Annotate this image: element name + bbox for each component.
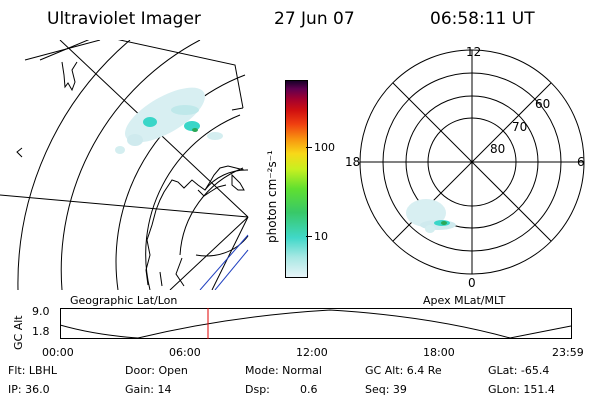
mode-status: Mode: Normal xyxy=(245,364,322,377)
colorbar-tick xyxy=(306,147,312,148)
lat-circle-4 xyxy=(60,40,201,290)
meridian-4 xyxy=(211,216,249,290)
meridian-3 xyxy=(169,216,249,290)
ip-status: IP: 36.0 xyxy=(8,383,50,396)
lat-circle-2 xyxy=(145,114,241,290)
orbit-xtick: 18:00 xyxy=(423,346,455,359)
orbit-xtick: 06:00 xyxy=(169,346,201,359)
polar-panel-label: Apex MLat/MLT xyxy=(423,294,506,307)
colorbar-tick-label: 100 xyxy=(314,141,335,154)
color-scale-bar xyxy=(285,80,308,278)
glat-status: GLat: -65.4 xyxy=(488,364,550,377)
orbit-xtick: 23:59 xyxy=(552,346,584,359)
mlat-label-70: 70 xyxy=(512,120,528,134)
gc-alt-status: GC Alt: 6.4 Re xyxy=(365,364,442,377)
door-status: Door: Open xyxy=(125,364,188,377)
orbit-ytick: 1.8 xyxy=(32,325,50,338)
instrument-title: Ultraviolet Imager xyxy=(47,9,201,29)
geo-panel-label: Geographic Lat/Lon xyxy=(70,294,178,307)
polar-plot xyxy=(359,49,585,275)
mlt-label-6: 6 xyxy=(577,155,585,169)
time-label: 06:58:11 UT xyxy=(430,9,535,29)
filter-status: Flt: LBHL xyxy=(8,364,57,377)
geographic-map xyxy=(0,40,249,290)
dsp-label: Dsp: xyxy=(245,383,270,396)
altitude-curve xyxy=(60,309,572,339)
meridian-1 xyxy=(0,194,249,218)
seq-status: Seq: 39 xyxy=(365,383,407,396)
dsp-value: 0.6 xyxy=(300,383,318,396)
orbit-altitude-plot xyxy=(60,308,572,339)
trajectory-lines xyxy=(199,234,249,290)
mlt-label-12: 12 xyxy=(466,45,482,59)
orbit-xtick: 12:00 xyxy=(296,346,328,359)
orbit-ylabel: GC Alt xyxy=(12,315,25,350)
date-label: 27 Jun 07 xyxy=(274,9,355,29)
polar-aurora xyxy=(406,199,456,233)
lat-circle-1 xyxy=(179,167,244,256)
glon-status: GLon: 151.4 xyxy=(488,383,555,396)
colorbar-tick xyxy=(306,236,312,237)
gain-status: Gain: 14 xyxy=(125,383,172,396)
mlat-label-60: 60 xyxy=(535,97,551,111)
orbit-xtick: 00:00 xyxy=(42,346,74,359)
lat-circle-5 xyxy=(17,40,131,290)
coastlines xyxy=(16,61,245,287)
orbit-ytick: 9.0 xyxy=(32,305,50,318)
lat-circle-3 xyxy=(115,74,246,290)
aurora-emission xyxy=(115,87,223,154)
mlt-label-18: 18 xyxy=(345,155,361,169)
colorbar-tick-label: 10 xyxy=(314,230,328,243)
colorbar-unit-label: photon cm⁻²s⁻¹ xyxy=(265,150,279,243)
imager-border-top xyxy=(119,40,244,109)
imager-border-left xyxy=(24,40,101,61)
mlt-label-0: 0 xyxy=(468,276,476,290)
mlat-label-80: 80 xyxy=(490,142,506,156)
